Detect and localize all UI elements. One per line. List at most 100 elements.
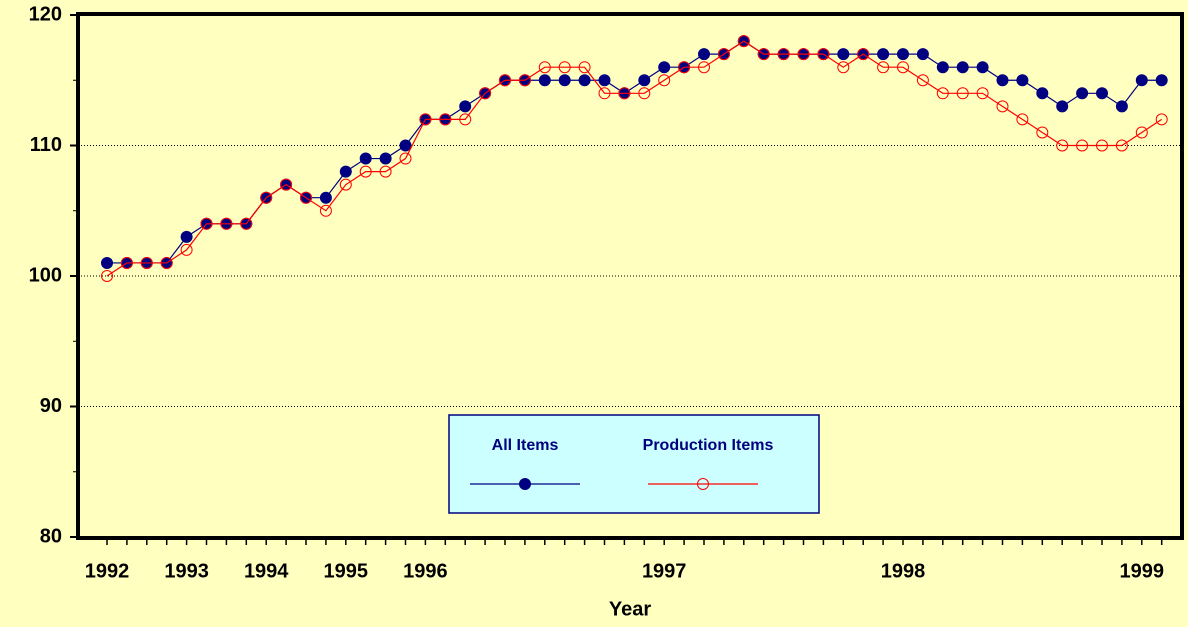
point	[976, 87, 989, 100]
point	[956, 61, 969, 74]
point	[1096, 139, 1108, 152]
point	[160, 256, 173, 269]
point	[877, 61, 890, 74]
point	[996, 74, 1009, 87]
point	[180, 243, 193, 256]
point	[1036, 87, 1049, 100]
y-tick-label: 100	[29, 264, 62, 286]
y-tick-label: 120	[29, 3, 62, 25]
point	[717, 48, 730, 61]
point	[399, 152, 412, 165]
series-line	[106, 40, 1163, 277]
point	[319, 191, 332, 204]
point	[658, 74, 671, 87]
point	[598, 87, 611, 100]
point	[1076, 87, 1089, 100]
point	[240, 217, 253, 230]
x-tick-label: 1996	[403, 560, 448, 582]
point	[359, 152, 372, 165]
point	[499, 74, 511, 87]
point	[598, 74, 611, 87]
point	[260, 191, 273, 204]
point	[1135, 126, 1148, 139]
point	[359, 165, 372, 178]
point	[658, 61, 671, 74]
point	[837, 61, 850, 74]
point	[339, 165, 352, 178]
legend-box	[448, 414, 820, 514]
point	[757, 48, 770, 61]
x-axis-label: Year	[609, 598, 651, 620]
point	[678, 61, 691, 74]
point	[459, 100, 472, 113]
point	[698, 48, 710, 61]
x-tick-label: 1993	[164, 560, 209, 582]
point	[1016, 74, 1029, 87]
point	[1016, 113, 1029, 126]
point	[936, 61, 949, 74]
point	[220, 217, 233, 230]
point	[837, 48, 850, 61]
point	[538, 61, 551, 74]
point	[1036, 126, 1049, 139]
point	[936, 87, 949, 100]
x-tick-label: 1999	[1120, 560, 1165, 582]
point	[578, 74, 591, 87]
point	[319, 204, 332, 217]
point	[459, 113, 472, 126]
point	[976, 61, 989, 74]
point	[558, 61, 571, 74]
point	[280, 178, 293, 191]
point	[737, 35, 750, 48]
point	[777, 48, 790, 61]
point	[200, 217, 213, 230]
point	[996, 100, 1009, 113]
point	[101, 256, 113, 269]
point	[1155, 113, 1168, 126]
point	[140, 256, 153, 269]
grid	[78, 145, 1180, 407]
point	[618, 87, 631, 100]
point	[1155, 74, 1168, 87]
point	[379, 152, 392, 165]
point	[857, 48, 870, 61]
point	[1076, 139, 1089, 152]
point	[1096, 87, 1108, 100]
point	[897, 48, 909, 61]
point	[439, 113, 452, 126]
point	[1115, 139, 1128, 152]
point	[897, 61, 909, 74]
point	[916, 74, 929, 87]
point	[916, 48, 929, 61]
y-tick-label: 90	[40, 395, 62, 417]
legend-marker	[697, 478, 709, 490]
point	[419, 113, 432, 126]
point	[578, 61, 591, 74]
point	[1056, 100, 1069, 113]
point	[101, 270, 113, 282]
point	[817, 48, 830, 61]
point	[638, 74, 651, 87]
x-tick-label: 1992	[85, 560, 130, 582]
x-tick-label: 1994	[244, 560, 289, 582]
legend-marker	[519, 478, 531, 490]
point	[698, 61, 710, 74]
point	[120, 256, 133, 269]
point	[339, 178, 352, 191]
point	[956, 87, 969, 100]
point	[877, 48, 890, 61]
y-tick-label: 80	[40, 525, 62, 547]
point	[1115, 100, 1128, 113]
y-tick-label: 110	[30, 134, 62, 156]
x-tick-label: 1995	[324, 560, 369, 582]
point	[1056, 139, 1069, 152]
x-tick-label: 1998	[881, 560, 926, 582]
point	[379, 165, 392, 178]
legend-label: All Items	[492, 437, 559, 454]
point	[518, 74, 531, 87]
point	[479, 87, 492, 100]
point	[180, 230, 193, 243]
point	[797, 48, 810, 61]
